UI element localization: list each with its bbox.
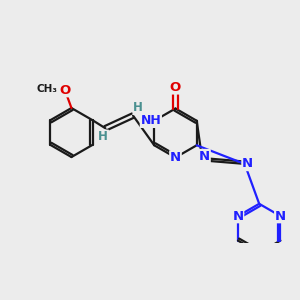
Text: O: O: [170, 81, 181, 94]
Text: H: H: [98, 130, 108, 143]
Text: N: N: [199, 150, 210, 163]
Text: O: O: [59, 84, 70, 97]
Text: H: H: [133, 101, 143, 114]
Text: N: N: [275, 210, 286, 223]
Text: CH₃: CH₃: [37, 84, 58, 94]
Text: N: N: [170, 151, 181, 164]
Text: N: N: [242, 158, 253, 170]
Text: NH: NH: [140, 114, 161, 127]
Text: N: N: [232, 210, 244, 223]
